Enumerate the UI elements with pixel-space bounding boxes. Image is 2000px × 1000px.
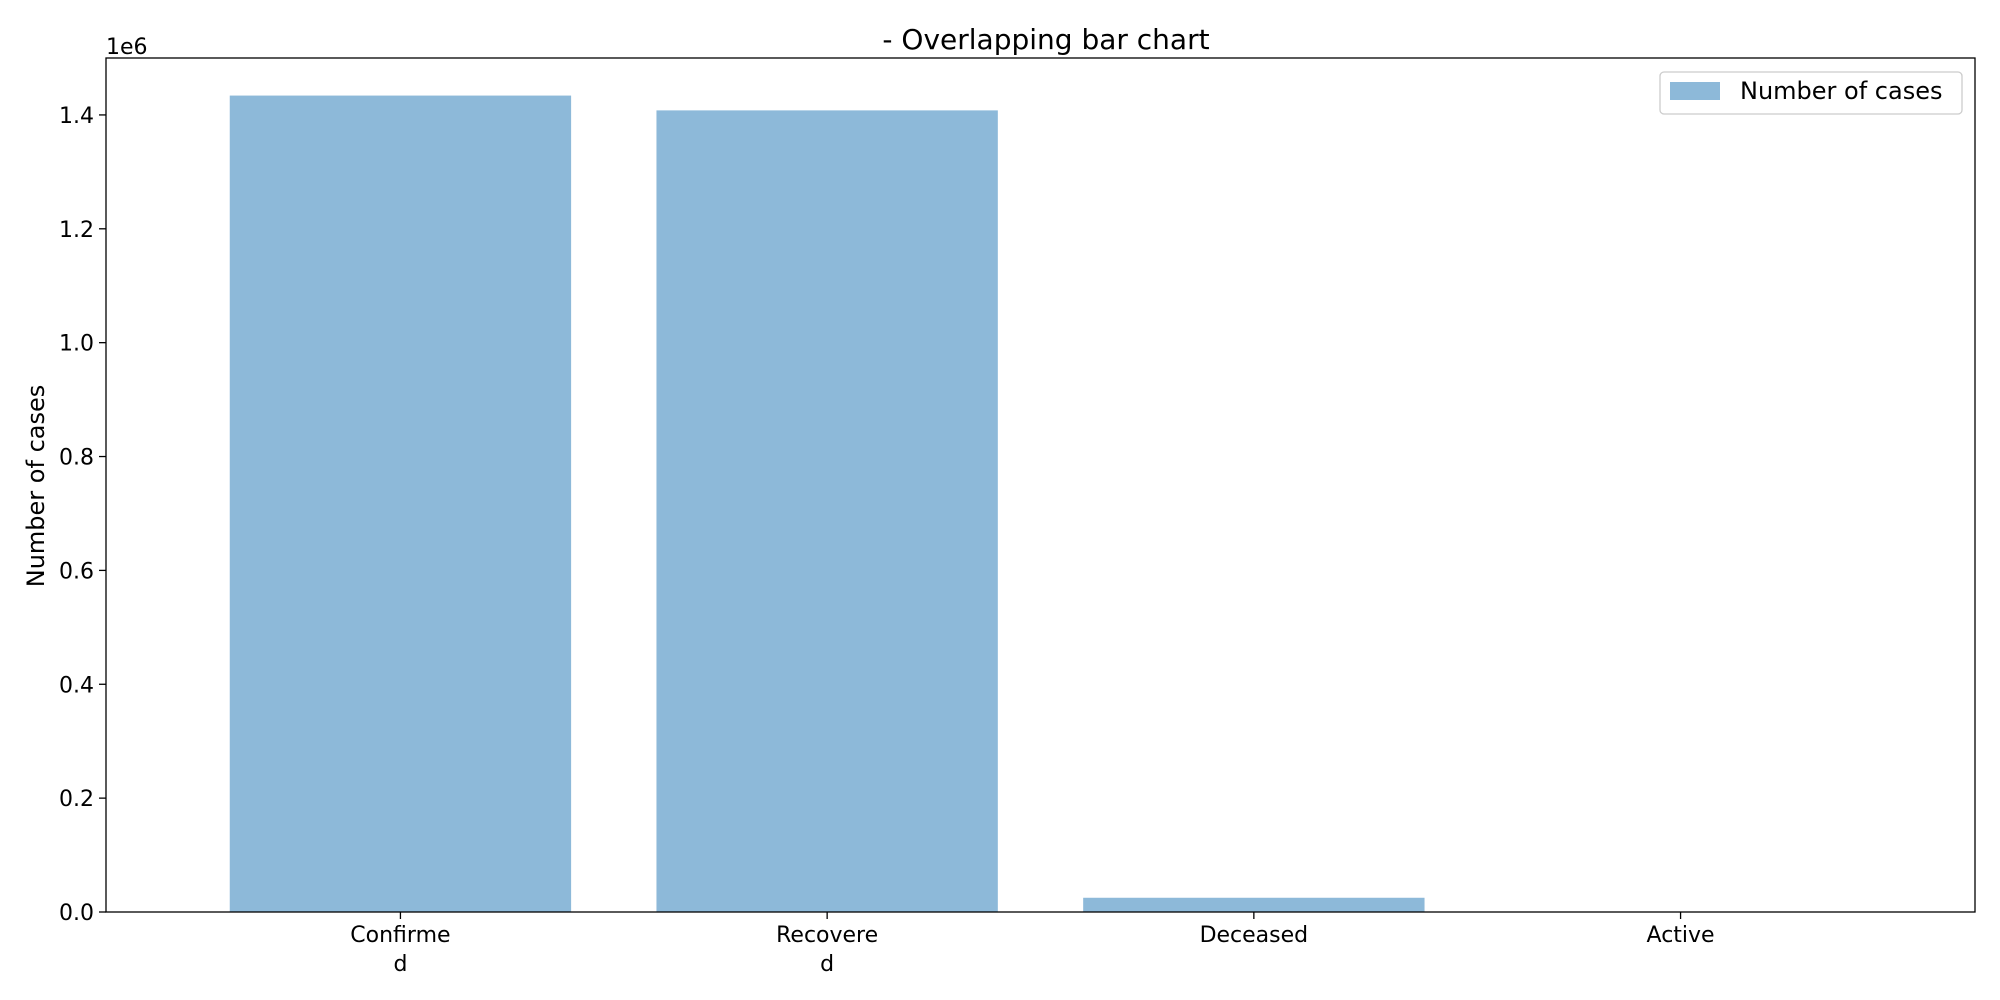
y-tick-label: 0.2: [59, 787, 94, 812]
bar: [229, 95, 572, 913]
y-tick-label: 0.6: [59, 559, 94, 584]
chart-title: - Overlapping bar chart: [882, 23, 1209, 56]
x-tick-label: Confirme d: [350, 923, 450, 977]
legend: Number of cases: [1659, 71, 1963, 115]
legend-swatch: [1670, 82, 1720, 100]
y-tick-label: 1.0: [59, 332, 94, 357]
y-axis-offset-label: 1e6: [106, 35, 148, 60]
y-tick-label: 0.4: [59, 673, 94, 698]
y-axis-label: Number of cases: [22, 385, 50, 587]
bars-layer: [229, 95, 1425, 913]
legend-label: Number of cases: [1740, 77, 1942, 105]
plot-area-frame: [105, 57, 1976, 913]
x-tick-label: Deceased: [1200, 923, 1309, 948]
y-tick-label: 1.4: [59, 104, 94, 129]
x-tick-label: Active: [1647, 923, 1715, 948]
legend-frame: [1659, 71, 1963, 115]
x-tick-label: Recovere d: [776, 923, 878, 977]
bar: [656, 110, 998, 913]
y-ticks-layer: 0.0 0.2 0.4 0.6 0.8 1.0 1.2 1.4: [59, 104, 106, 926]
y-tick-label: 0.8: [59, 446, 94, 471]
x-ticks-layer: Confirme d Recovere d Deceased Active: [350, 912, 1715, 977]
bar: [1083, 897, 1425, 912]
y-tick-label: 1.2: [59, 218, 94, 243]
y-tick-label: 0.0: [59, 901, 94, 926]
